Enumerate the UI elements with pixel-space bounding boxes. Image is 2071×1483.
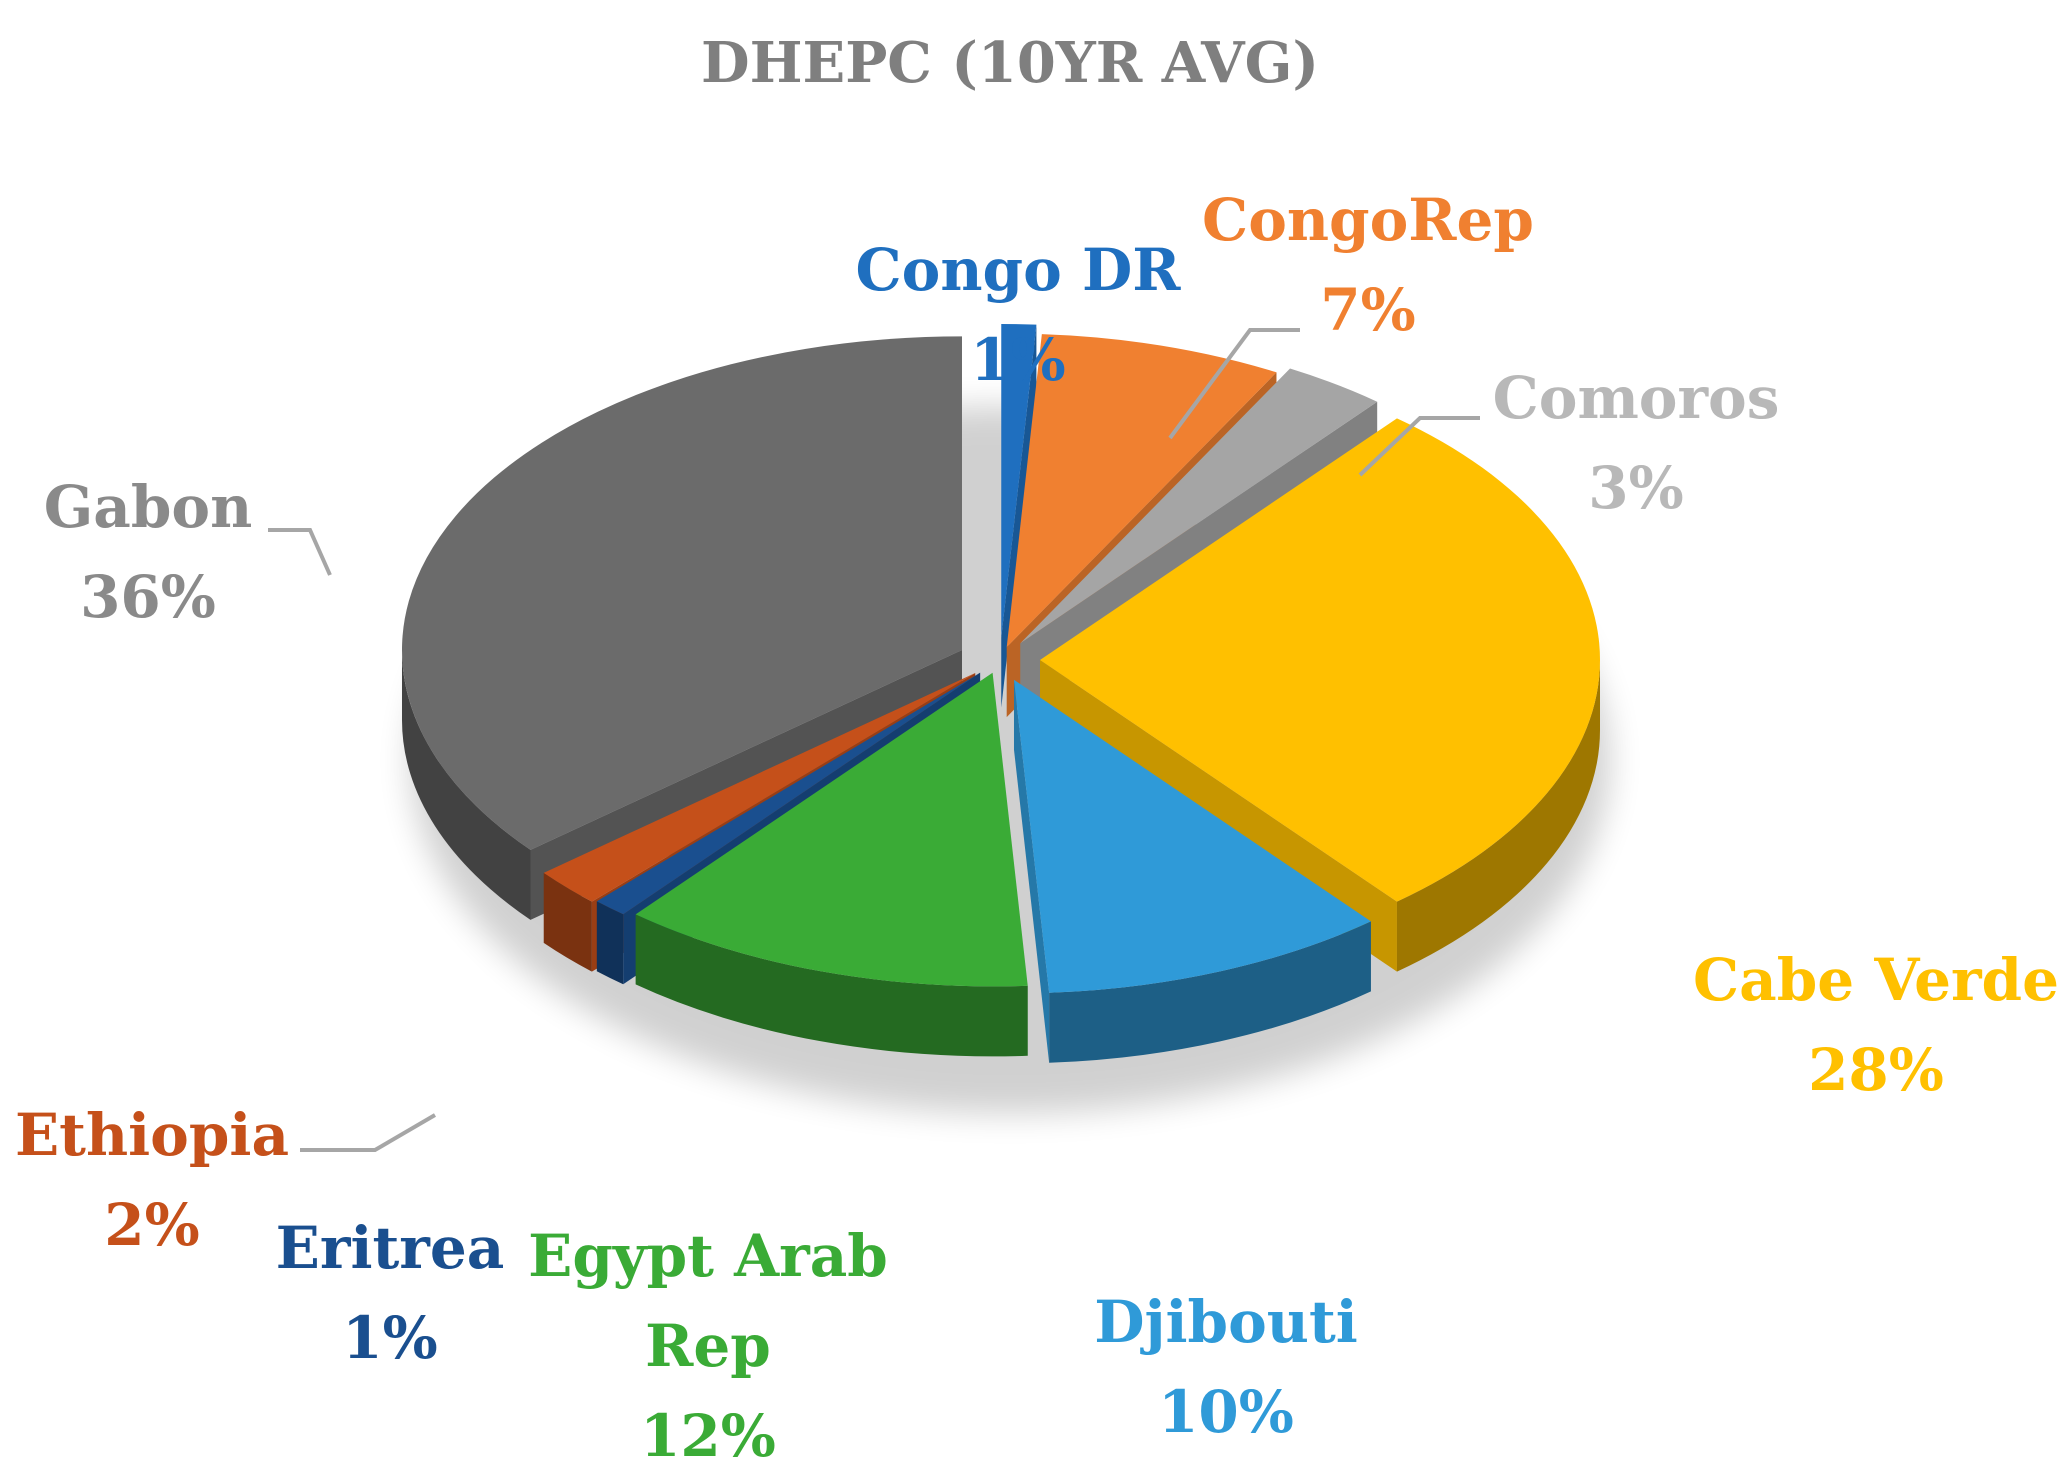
data-label-congo-dr: Congo DR 1% <box>856 236 1182 394</box>
pie-slice-eritrea-side <box>596 901 624 985</box>
data-label-egypt-arab-rep-value: 12% <box>640 1402 776 1470</box>
data-label-ethiopia: Ethiopia 2% <box>15 1101 289 1259</box>
pie-slice-gabon-top <box>401 336 962 850</box>
pie-slice-ethiopia-top <box>543 673 976 902</box>
pie-slice-cabe-verde-side <box>1396 660 1600 972</box>
leader-line-comoros <box>1358 416 1480 477</box>
data-label-gabon: Gabon 36% <box>44 473 253 631</box>
pie-slice-gabon-side <box>401 649 531 920</box>
pie-slice-eritrea-top <box>596 672 981 915</box>
data-label-cabe-verde-value: 28% <box>1808 1036 1944 1104</box>
pie-slice-congorep-top <box>1006 334 1277 648</box>
data-label-congorep: CongoRep 7% <box>1202 186 1534 344</box>
data-label-cabe-verde-name: Cabe Verde <box>1693 946 2059 1014</box>
pie-slice-djibouti-side <box>1049 921 1371 1063</box>
leader-lines <box>268 328 1480 1152</box>
data-label-eritrea-value: 1% <box>342 1304 437 1372</box>
leader-line-gabon <box>268 528 332 576</box>
data-label-congorep-name: CongoRep <box>1202 186 1534 254</box>
pie-slices <box>401 324 1600 1063</box>
data-label-djibouti-name: Djibouti <box>1094 1288 1358 1356</box>
pie-slice-djibouti-top <box>1013 679 1371 993</box>
data-label-gabon-value: 36% <box>80 563 216 631</box>
pie-slice-congo-dr-wall <box>1001 324 1037 708</box>
data-label-egypt-arab-rep: Egypt Arab Rep 12% <box>528 1222 888 1470</box>
pie-slice-comoros-top <box>1020 368 1378 644</box>
data-label-egypt-arab-rep-name-1: Egypt Arab <box>528 1222 888 1290</box>
data-label-congo-dr-name: Congo DR <box>856 236 1182 304</box>
leader-line-congorep <box>1168 328 1300 440</box>
data-label-comoros-name: Comoros <box>1493 364 1780 432</box>
data-label-gabon-name: Gabon <box>44 473 253 541</box>
leader-line-ethiopia <box>300 1113 437 1152</box>
data-label-egypt-arab-rep-name-2: Rep <box>645 1312 771 1380</box>
data-label-ethiopia-value: 2% <box>104 1191 199 1259</box>
data-label-eritrea: Eritrea 1% <box>276 1214 505 1372</box>
pie-slice-egypt-arab-rep <box>635 672 1028 1057</box>
data-label-ethiopia-name: Ethiopia <box>15 1101 289 1169</box>
data-label-cabe-verde: Cabe Verde 28% <box>1693 946 2059 1104</box>
pie-slice-cabe-verde-top <box>1040 418 1600 902</box>
data-label-comoros: Comoros 3% <box>1493 364 1780 522</box>
data-label-comoros-value: 3% <box>1588 454 1683 522</box>
data-label-djibouti: Djibouti 10% <box>1094 1288 1358 1446</box>
pie-slice-djibouti <box>1013 679 1371 1063</box>
pie-slice-congo-dr-top <box>1001 324 1037 638</box>
data-label-eritrea-name: Eritrea <box>276 1214 505 1282</box>
chart-title: DHEPC (10YR AVG) <box>701 30 1319 96</box>
data-labels: Congo DR 1% CongoRep 7% Comoros 3% Cabe Verde 2… <box>15 186 2059 1470</box>
pie-slice-congo-dr <box>1001 324 1037 708</box>
pie-slice-egypt-arab-rep-side <box>635 914 1028 1057</box>
pie-slice-ethiopia-side <box>543 872 592 972</box>
data-label-djibouti-value: 10% <box>1158 1378 1294 1446</box>
pie-slice-egypt-arab-rep-top <box>635 672 1028 987</box>
pie-slice-djibouti-wall <box>1013 679 1050 1063</box>
data-label-congorep-value: 7% <box>1320 276 1415 344</box>
data-label-congo-dr-value: 1% <box>970 326 1065 394</box>
